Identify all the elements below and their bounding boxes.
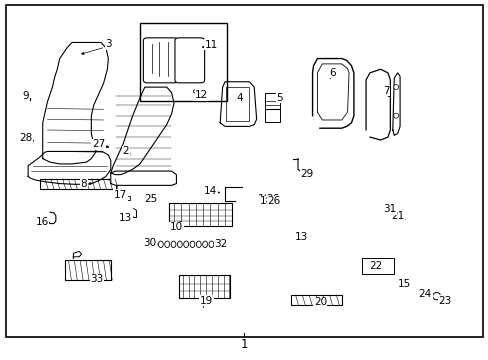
Text: 28: 28: [19, 133, 32, 143]
Text: 30: 30: [143, 238, 156, 248]
Text: 24: 24: [418, 289, 431, 299]
Ellipse shape: [208, 241, 213, 248]
Text: 29: 29: [300, 168, 313, 179]
Ellipse shape: [190, 241, 195, 248]
Text: 17: 17: [114, 190, 127, 200]
FancyBboxPatch shape: [169, 203, 232, 226]
FancyBboxPatch shape: [179, 275, 229, 298]
Ellipse shape: [177, 241, 182, 248]
Ellipse shape: [215, 241, 220, 248]
Text: 31: 31: [382, 204, 395, 214]
Text: 27: 27: [92, 139, 105, 149]
FancyBboxPatch shape: [143, 38, 178, 83]
Ellipse shape: [193, 90, 198, 93]
Polygon shape: [28, 152, 111, 184]
Text: 26: 26: [266, 197, 280, 206]
Ellipse shape: [444, 296, 450, 303]
Ellipse shape: [393, 85, 398, 90]
Text: 2: 2: [122, 147, 129, 157]
Text: 13: 13: [119, 212, 132, 222]
Text: 3: 3: [105, 39, 111, 49]
Ellipse shape: [158, 241, 163, 248]
FancyBboxPatch shape: [64, 260, 111, 280]
FancyBboxPatch shape: [40, 179, 116, 189]
Text: 18: 18: [259, 197, 272, 206]
Text: 23: 23: [437, 296, 450, 306]
Polygon shape: [111, 87, 174, 175]
Ellipse shape: [202, 241, 207, 248]
Text: 20: 20: [313, 297, 326, 307]
Text: 19: 19: [200, 296, 213, 306]
Text: 18: 18: [257, 194, 270, 203]
Text: 5: 5: [276, 93, 282, 103]
FancyBboxPatch shape: [175, 38, 204, 83]
Polygon shape: [392, 73, 399, 135]
Polygon shape: [111, 171, 176, 185]
FancyBboxPatch shape: [362, 258, 393, 274]
Text: 13: 13: [295, 232, 308, 242]
Text: 25: 25: [144, 194, 158, 203]
Text: 6: 6: [329, 68, 336, 78]
Ellipse shape: [183, 241, 188, 248]
Ellipse shape: [196, 241, 201, 248]
Text: 10: 10: [169, 222, 183, 232]
Text: 1: 1: [240, 338, 248, 351]
Text: 16: 16: [36, 217, 49, 227]
Text: 8: 8: [81, 179, 87, 189]
Text: 26: 26: [265, 194, 279, 203]
Ellipse shape: [152, 241, 157, 248]
Text: 11: 11: [204, 40, 218, 50]
Text: 21: 21: [391, 211, 404, 221]
Ellipse shape: [171, 241, 176, 248]
Text: 15: 15: [397, 279, 410, 289]
FancyBboxPatch shape: [263, 195, 272, 204]
Polygon shape: [42, 42, 108, 164]
Ellipse shape: [164, 241, 169, 248]
Text: 22: 22: [368, 261, 382, 271]
Text: 4: 4: [236, 93, 243, 103]
Ellipse shape: [393, 113, 398, 118]
Text: 9: 9: [22, 91, 29, 101]
Text: 7: 7: [383, 86, 389, 96]
FancyBboxPatch shape: [264, 93, 280, 122]
Text: 14: 14: [203, 186, 217, 197]
Ellipse shape: [432, 293, 440, 300]
Ellipse shape: [269, 198, 275, 202]
Text: 32: 32: [214, 239, 227, 249]
Polygon shape: [220, 82, 256, 126]
Text: 33: 33: [90, 274, 103, 284]
Text: 12: 12: [195, 90, 208, 100]
FancyBboxPatch shape: [290, 295, 341, 305]
